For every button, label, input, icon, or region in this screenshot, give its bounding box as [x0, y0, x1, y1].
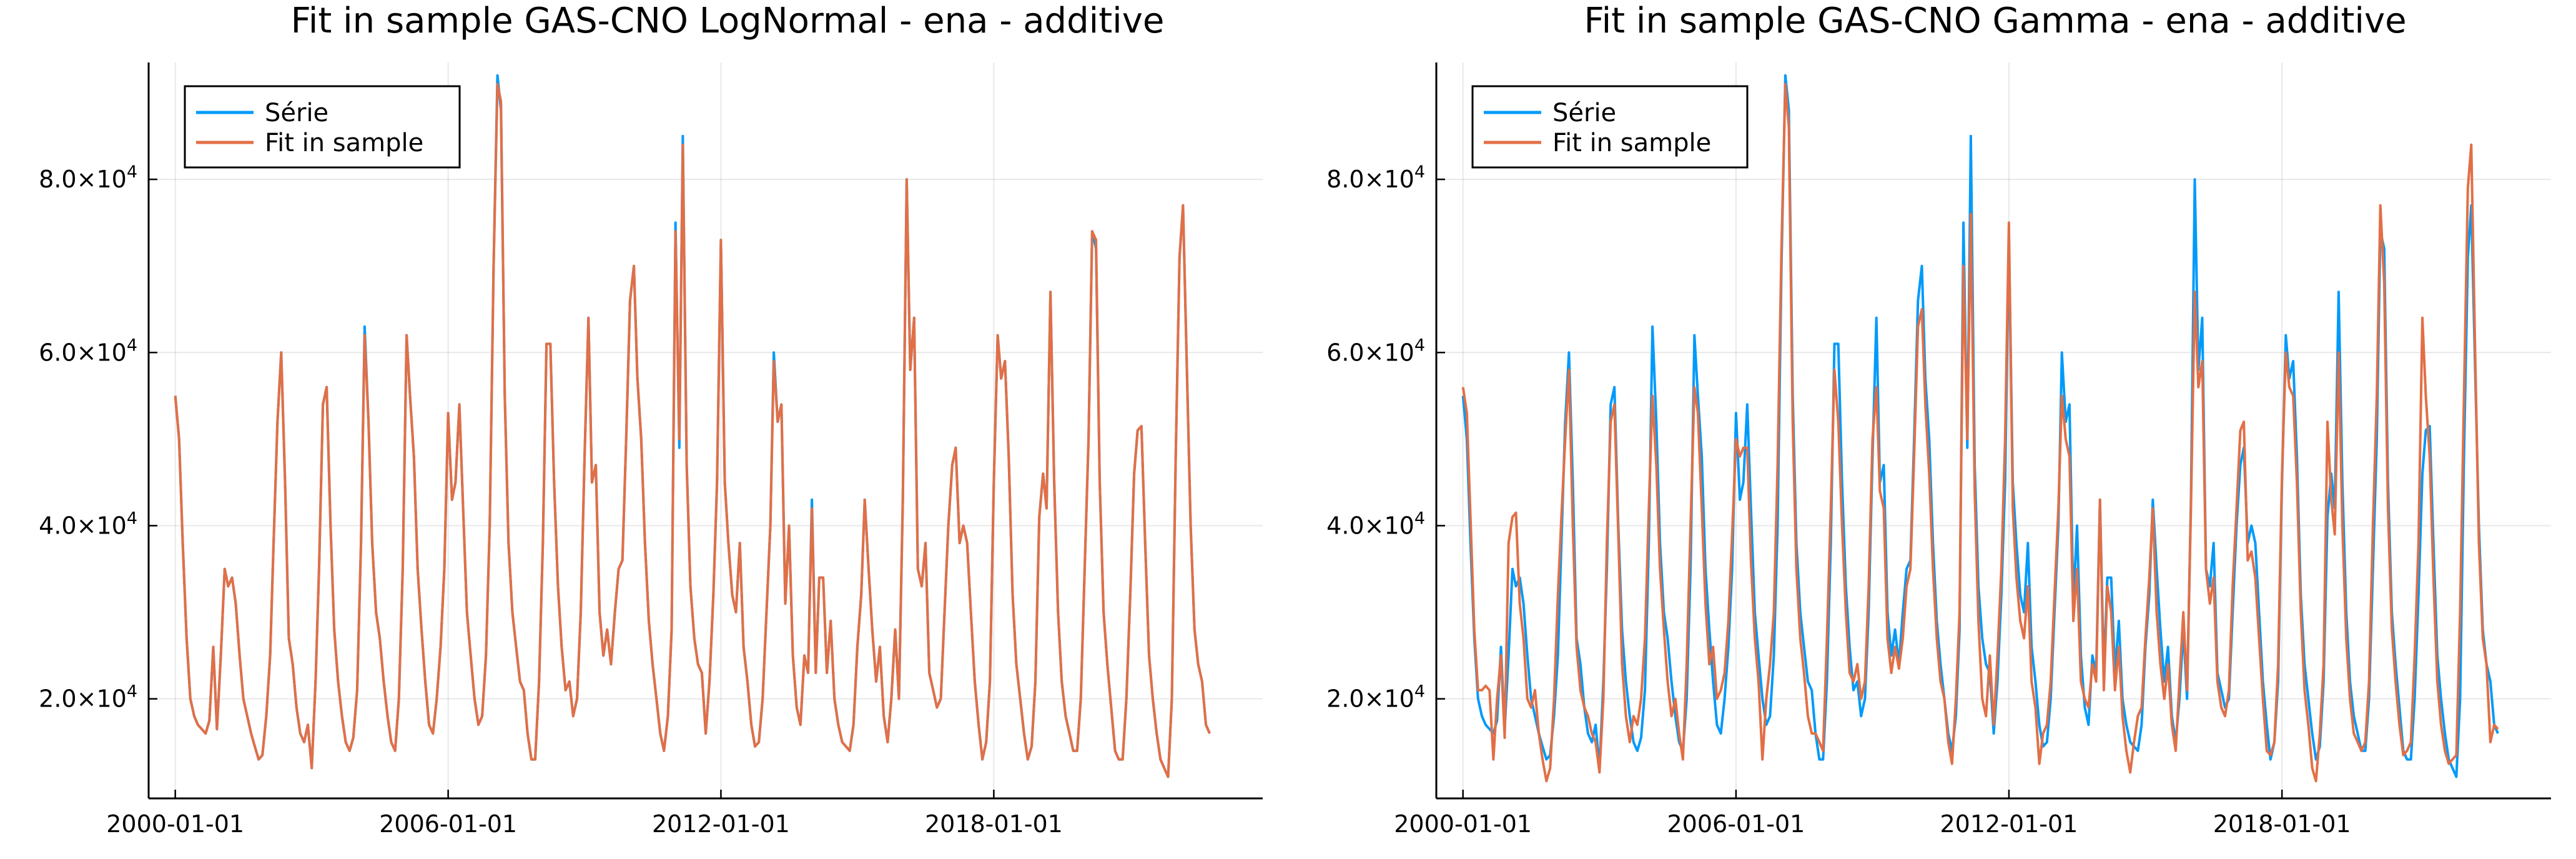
y-tick-label: 8.0×104: [39, 162, 137, 193]
legend-label: Fit in sample: [265, 129, 423, 157]
y-tick-label: 2.0×104: [1326, 682, 1425, 713]
x-tick-label: 2012-01-01: [652, 810, 790, 838]
grid: [149, 62, 1263, 798]
chart-panel-1: Fit in sample GAS-CNO LogNormal - ena - …: [39, 1, 1263, 838]
x-tick-label: 2006-01-01: [379, 810, 517, 838]
x-tick-label: 2000-01-01: [1394, 810, 1532, 838]
legend-box: [184, 85, 461, 169]
series-line-fit-in-sample: [1461, 82, 2499, 783]
y-tick-label: 6.0×104: [1326, 335, 1425, 366]
grid: [1436, 62, 2551, 798]
legend-label: Série: [1552, 99, 1616, 127]
series-group: [1461, 74, 2499, 783]
chart-panel-2: Fit in sample GAS-CNO Gamma - ena - addi…: [1326, 1, 2551, 838]
y-tick-label: 4.0×104: [1326, 509, 1425, 539]
x-tick-label: 2018-01-01: [2213, 810, 2351, 838]
legend-box: [1471, 85, 1749, 169]
chart-title: Fit in sample GAS-CNO Gamma - ena - addi…: [1584, 1, 2406, 41]
chart-title: Fit in sample GAS-CNO LogNormal - ena - …: [291, 1, 1165, 41]
y-tick-label: 4.0×104: [39, 509, 137, 539]
series-line-fit-in-sample: [174, 82, 1211, 778]
y-tick-label: 2.0×104: [39, 682, 137, 713]
y-tick-label: 8.0×104: [1326, 162, 1425, 193]
series-line-serie: [174, 74, 1211, 778]
legend-label: Série: [265, 99, 328, 127]
x-tick-label: 2000-01-01: [106, 810, 244, 838]
legend-label: Fit in sample: [1552, 129, 1711, 157]
x-tick-label: 2012-01-01: [1940, 810, 2078, 838]
y-tick-label: 6.0×104: [39, 335, 137, 366]
x-tick-label: 2006-01-01: [1667, 810, 1805, 838]
x-tick-label: 2018-01-01: [925, 810, 1063, 838]
series-group: [174, 74, 1211, 778]
